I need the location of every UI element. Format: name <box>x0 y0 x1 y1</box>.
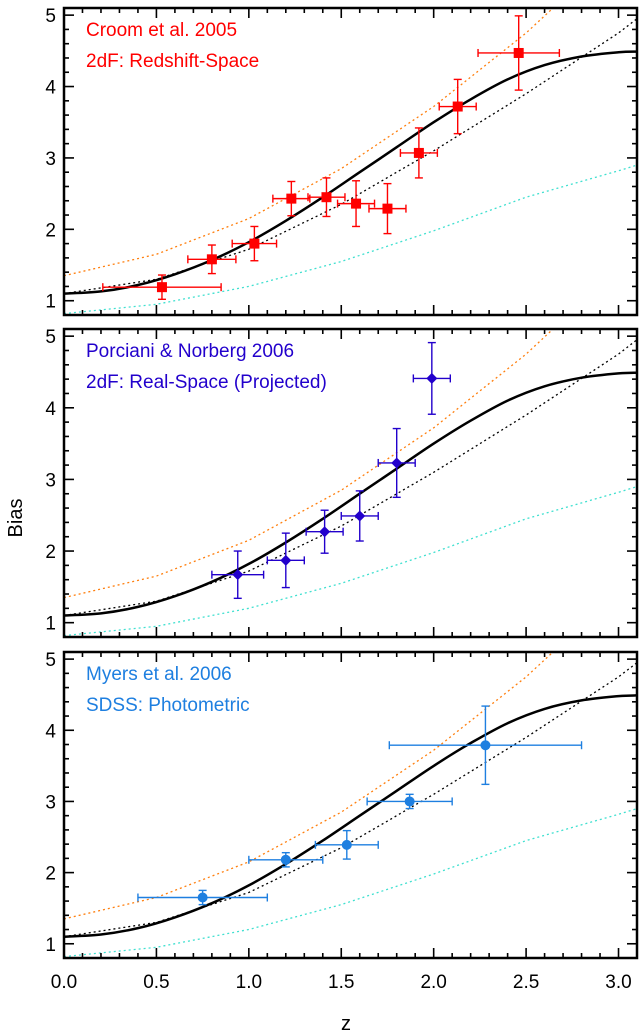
data-point <box>477 15 561 91</box>
data-point <box>314 829 379 860</box>
circle-marker <box>480 740 491 751</box>
data-point <box>336 180 376 228</box>
square-marker <box>452 101 463 112</box>
square-marker <box>351 198 362 209</box>
y-tick-label: 3 <box>45 470 56 491</box>
y-tick-label: 2 <box>45 220 56 241</box>
x-tick-label: 1.5 <box>328 972 354 993</box>
circle-marker <box>341 839 352 850</box>
curves-group <box>64 8 637 315</box>
x-tick-label: 0.5 <box>143 972 169 993</box>
data-point <box>137 889 269 906</box>
y-tick-label: 5 <box>45 327 56 348</box>
curves-group <box>64 652 637 958</box>
y-tick-label: 3 <box>45 149 56 170</box>
square-marker <box>382 203 393 214</box>
data-point <box>272 180 311 217</box>
y-tick-label: 5 <box>45 6 56 27</box>
data-point <box>231 225 278 262</box>
x-tick-label: 0.0 <box>51 972 77 993</box>
reference-curve-1 <box>64 329 555 599</box>
square-marker <box>321 192 332 203</box>
square-marker <box>206 254 217 265</box>
diamond-marker <box>354 510 366 522</box>
y-tick-label: 4 <box>45 721 56 742</box>
model-curve <box>64 694 637 938</box>
panel-3: 1 2 3 4 5 Myers et al. 2006 SDSS: Photometric <box>45 650 639 960</box>
reference-curve-2 <box>64 339 637 617</box>
panel-frame <box>62 650 639 960</box>
panel-annotation: SDSS: Photometric <box>86 695 250 716</box>
data-point <box>368 182 407 235</box>
y-tick-label: 3 <box>45 792 56 813</box>
panel-annotation: Porciani & Norberg 2006 <box>86 341 294 362</box>
data-point <box>305 509 344 554</box>
data-point <box>399 127 439 179</box>
data-point <box>438 78 477 135</box>
square-marker <box>513 47 524 58</box>
square-marker <box>413 147 424 158</box>
panel-2: 1 2 3 4 5 Porciani & Norberg 2006 2dF: Real-Sp… <box>45 327 639 639</box>
data-point <box>412 341 452 415</box>
diamond-marker <box>319 526 331 538</box>
panels-layer: 1 2 3 4 5 Croom et al. 2005 2dF: Redshift-Spac… <box>45 6 639 993</box>
data-point <box>266 532 305 589</box>
circle-marker <box>404 796 415 807</box>
y-tick-label: 4 <box>45 78 56 99</box>
data-point <box>248 851 324 868</box>
y-tick-label: 1 <box>45 935 56 956</box>
y-tick-label: 1 <box>45 614 56 635</box>
y-tick-label: 1 <box>45 292 56 313</box>
model-curve <box>64 371 637 617</box>
data-point <box>211 550 265 600</box>
square-marker <box>249 238 260 249</box>
diamond-marker <box>426 372 438 384</box>
panel-frame <box>62 327 639 639</box>
diamond-marker <box>391 457 403 469</box>
panel-frame <box>62 6 639 317</box>
reference-curve-2 <box>64 662 637 938</box>
data-point <box>187 244 237 275</box>
square-marker <box>156 282 167 293</box>
x-axis-label: z <box>341 1013 351 1035</box>
y-tick-label: 2 <box>45 864 56 885</box>
diamond-marker <box>232 569 244 581</box>
reference-curve-1 <box>64 8 555 277</box>
y-tick-label: 5 <box>45 650 56 671</box>
x-tick-label: 2.0 <box>420 972 446 993</box>
y-axis-label: Bias <box>5 499 27 538</box>
reference-curve-2 <box>64 18 637 295</box>
model-curve <box>64 50 637 295</box>
data-point <box>388 705 583 786</box>
circle-marker <box>280 854 291 865</box>
reference-curve-3 <box>64 485 637 637</box>
y-tick-label: 4 <box>45 399 56 420</box>
circle-marker <box>197 892 208 903</box>
x-tick-label: 3.0 <box>605 972 631 993</box>
panel-annotation: Myers et al. 2006 <box>86 664 232 685</box>
x-tick-label: 1.0 <box>236 972 262 993</box>
reference-curve-3 <box>64 807 637 958</box>
data-point <box>366 793 453 810</box>
panel-annotation: 2dF: Real-Space (Projected) <box>86 372 327 393</box>
panel-annotation: 2dF: Redshift-Space <box>86 51 259 72</box>
data-point <box>307 177 346 218</box>
reference-curve-1 <box>64 652 554 920</box>
diamond-marker <box>280 554 292 566</box>
x-tick-label: 2.5 <box>513 972 539 993</box>
curves-group <box>64 329 637 637</box>
y-tick-label: 2 <box>45 542 56 563</box>
panel-annotation: Croom et al. 2005 <box>86 20 237 41</box>
reference-curve-3 <box>64 164 637 315</box>
square-marker <box>286 193 297 204</box>
data-point <box>102 274 222 300</box>
data-point <box>340 490 379 542</box>
panel-1: 1 2 3 4 5 Croom et al. 2005 2dF: Redshift-Spac… <box>45 6 639 317</box>
data-point <box>377 427 416 499</box>
